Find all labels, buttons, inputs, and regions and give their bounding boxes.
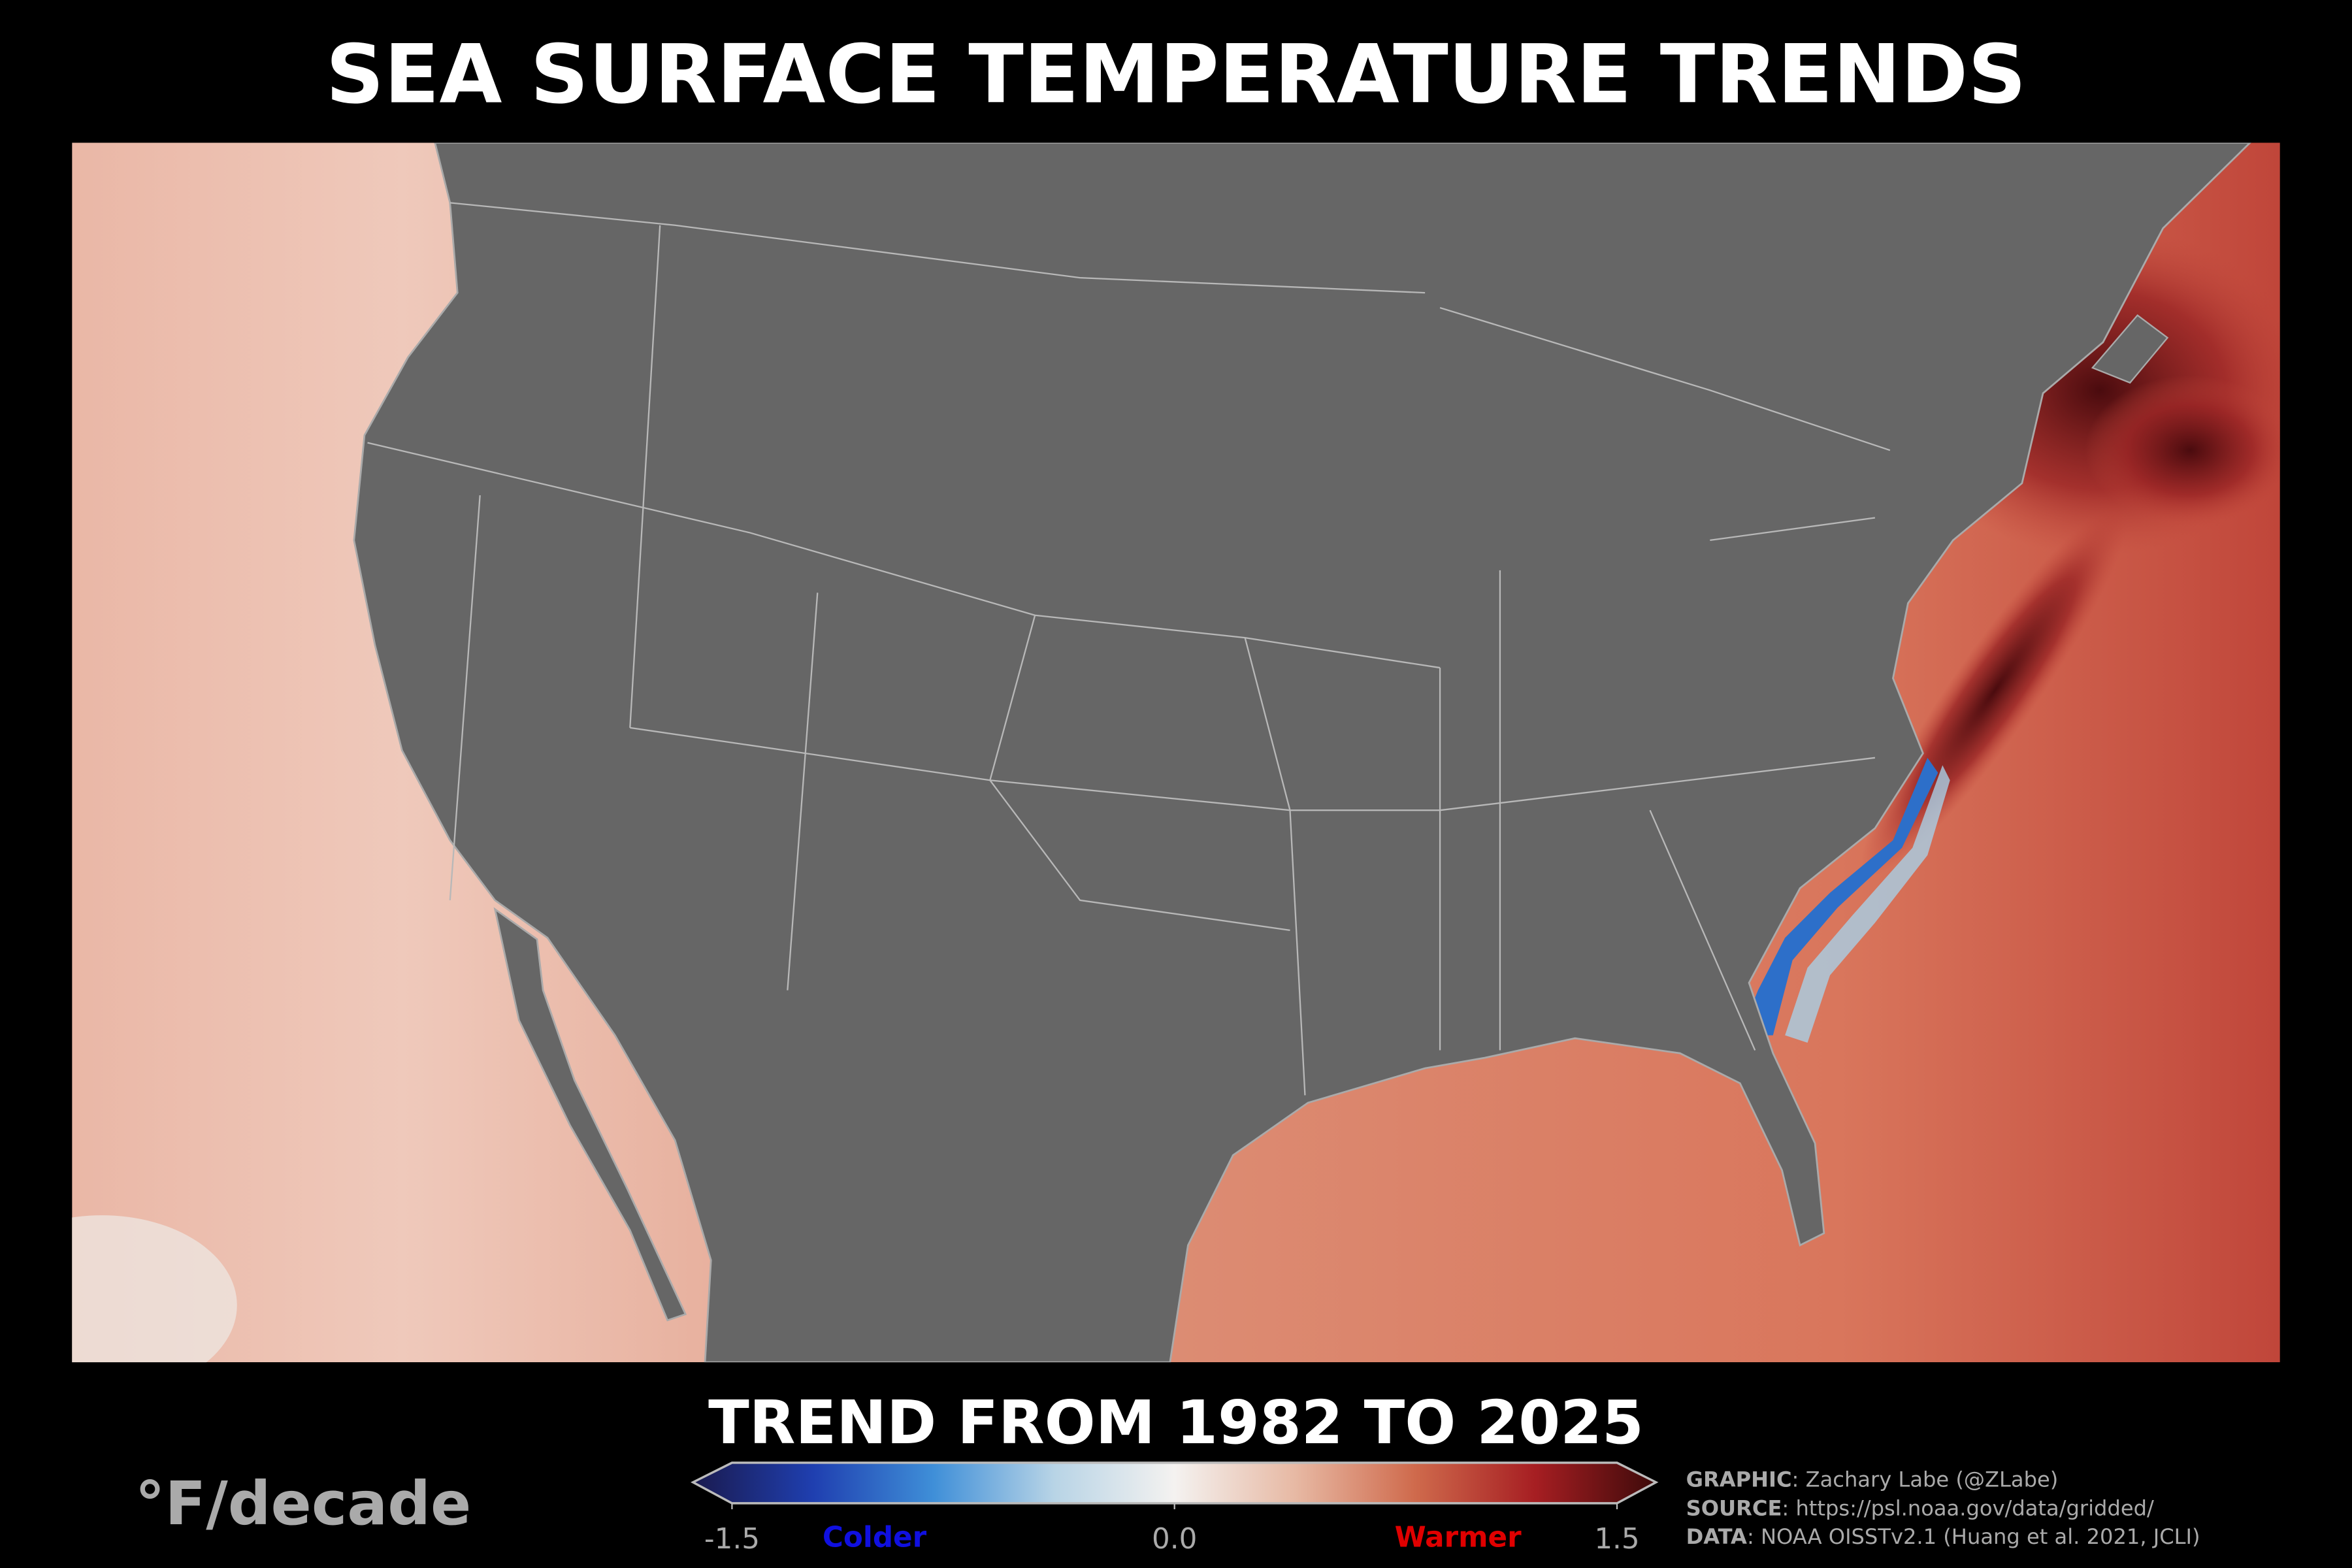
ocean-anomaly <box>72 1215 237 1363</box>
credits: GRAPHIC: Zachary Labe (@ZLabe) SOURCE: ht… <box>1686 1467 2200 1549</box>
map <box>72 142 2280 1363</box>
land <box>353 142 2251 1363</box>
credit-text: : https://psl.noaa.gov/data/gridded/ <box>1782 1495 2154 1520</box>
credit-text: : NOAA OISSTv2.1 (Huang et al. 2021, JCL… <box>1747 1524 2200 1549</box>
colder-label: Colder <box>823 1521 927 1554</box>
credit-label: GRAPHIC <box>1686 1467 1792 1492</box>
colorbar <box>690 1462 1659 1505</box>
land <box>493 907 687 1322</box>
colorbar-ticks: -1.5 0.0 1.5 <box>704 1503 1640 1556</box>
colorbar-tick-label: 0.0 <box>1152 1523 1197 1556</box>
boundary <box>367 202 1891 1096</box>
credit-line: DATA: NOAA OISSTv2.1 (Huang et al. 2021,… <box>1686 1524 2200 1549</box>
coastal-cooling <box>1785 765 1950 1043</box>
subtitle: TREND FROM 1982 TO 2025 <box>708 1388 1644 1458</box>
warmer-label: Warmer <box>1395 1521 1522 1554</box>
unit-label: °F/decade <box>135 1469 472 1539</box>
ocean-anomaly <box>2085 375 2280 525</box>
credit-label: SOURCE <box>1686 1495 1782 1520</box>
credit-line: GRAPHIC: Zachary Labe (@ZLabe) <box>1686 1467 2059 1492</box>
coastal-cooling <box>1740 757 1938 1036</box>
credit-label: DATA <box>1686 1524 1747 1549</box>
land <box>2091 314 2169 384</box>
credit-text: : Zachary Labe (@ZLabe) <box>1792 1467 2059 1492</box>
colorbar-tick-label: 1.5 <box>1594 1523 1639 1556</box>
credit-line: SOURCE: https://psl.noaa.gov/data/gridde… <box>1686 1495 2154 1520</box>
title: SEA SURFACE TEMPERATURE TRENDS <box>326 28 2027 122</box>
colorbar-tick-label: -1.5 <box>704 1523 760 1556</box>
